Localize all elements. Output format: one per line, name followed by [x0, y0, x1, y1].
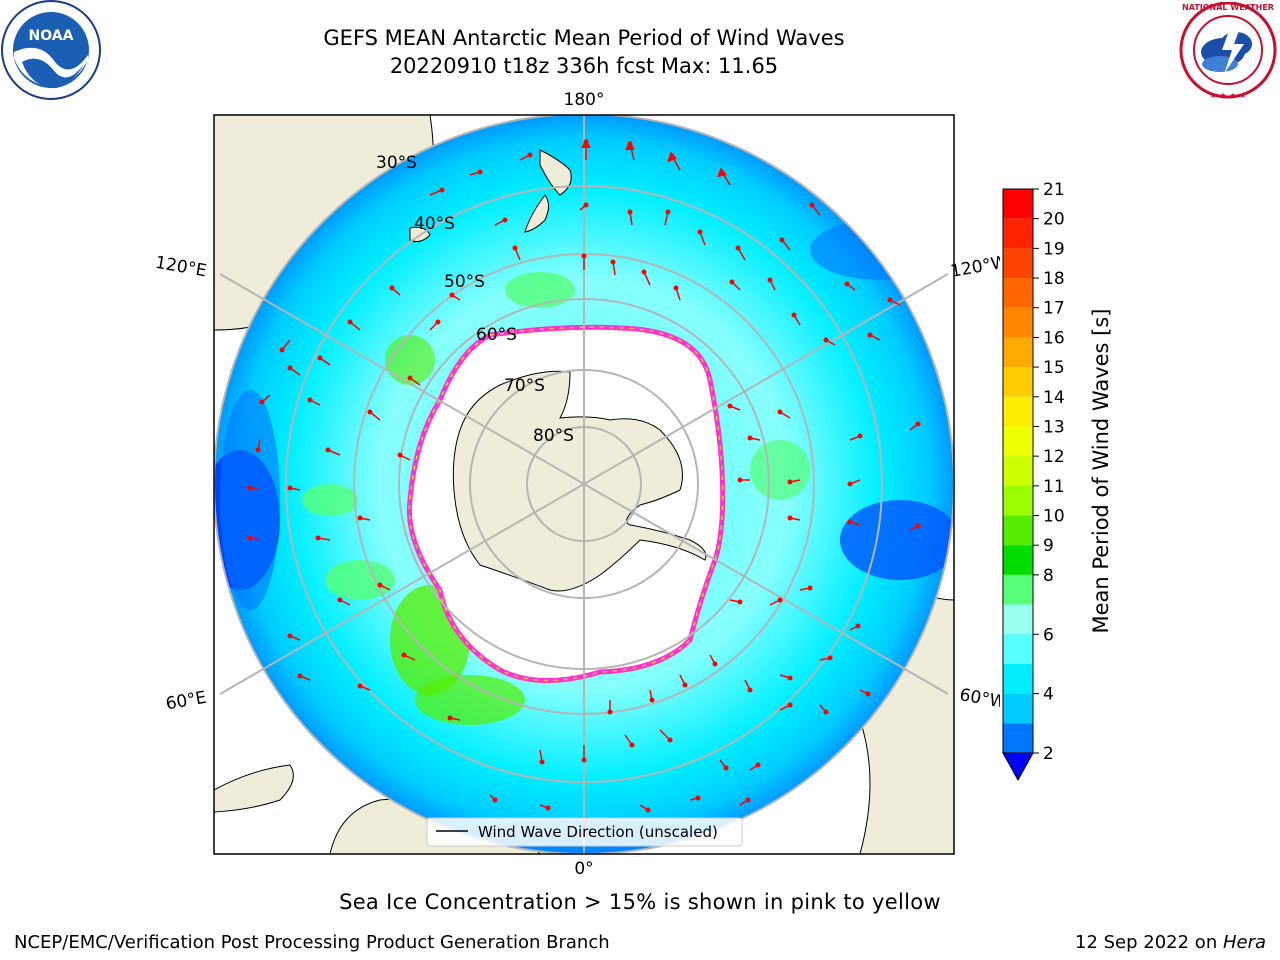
noaa-logo-text: NOAA [29, 28, 74, 44]
lon-label-60e: 60°E [164, 688, 208, 715]
lon-label-120e: 120°E [154, 253, 208, 282]
sea-ice-note: Sea Ice Concentration > 15% is shown in … [339, 890, 941, 914]
colorbar-tick-label: 10 [1043, 507, 1065, 527]
colorbar-cell [1003, 278, 1033, 308]
colorbar-cell [1003, 337, 1033, 368]
lon-label-180: 180° [564, 90, 605, 110]
date-stamp: 12 Sep 2022 on Hera [1075, 932, 1266, 953]
colorbar-tick-label: 9 [1043, 536, 1054, 556]
colorbar-label: Mean Period of Wind Waves [s] [1089, 309, 1113, 634]
colorbar-tick-label: 16 [1043, 328, 1065, 348]
noaa-logo: NOAA [1, 0, 101, 100]
lon-label-0: 0° [574, 859, 593, 879]
colorbar: 21 20 19 18 17 16 15 14 13 12 11 10 9 8 6 4 2 Mean Perio… [1002, 180, 1113, 782]
colorbar-tick-label: 12 [1043, 447, 1065, 467]
colorbar-tick-label: 20 [1043, 210, 1065, 230]
colorbar-tick-label: 14 [1043, 388, 1065, 408]
svg-text:NATIONAL WEATHER: NATIONAL WEATHER [1182, 3, 1274, 12]
colorbar-cell [1003, 426, 1033, 457]
colorbar-tick-label: 4 [1043, 685, 1054, 705]
lat-label-60s: 60°S [476, 325, 517, 345]
colorbar-cell [1003, 604, 1033, 635]
colorbar-tick-label: 8 [1043, 566, 1054, 586]
lat-label-70s: 70°S [504, 376, 545, 396]
lat-label-40s: 40°S [414, 214, 455, 234]
map-title: GEFS MEAN Antarctic Mean Period of Wind … [323, 26, 845, 50]
colorbar-tick-label: 19 [1043, 239, 1065, 259]
colorbar-tick-label: 17 [1043, 299, 1065, 319]
colorbar-cell [1003, 545, 1033, 575]
colorbar-cell [1003, 634, 1033, 664]
colorbar-cell [1003, 367, 1033, 397]
map-legend: Wind Wave Direction (unscaled) [426, 817, 743, 847]
svg-text:★ ★ ★ ★: ★ ★ ★ ★ [1209, 91, 1246, 100]
colorbar-cell [1003, 218, 1033, 249]
lat-label-50s: 50°S [444, 272, 485, 292]
colorbar-cell [1003, 574, 1033, 605]
colorbar-cell [1003, 485, 1033, 516]
legend-label: Wind Wave Direction (unscaled) [478, 823, 718, 841]
polar-map: 30°S 40°S 50°S 60°S 70°S 80°S 180° 0° 12… [154, 90, 1000, 879]
colorbar-cell [1003, 307, 1033, 338]
colorbar-tick-label: 2 [1043, 744, 1054, 764]
host-name: Hera [1222, 932, 1266, 953]
lat-label-30s: 30°S [376, 153, 417, 173]
colorbar-tick-label: 21 [1043, 180, 1065, 200]
nws-logo: NATIONAL WEATHER ★ ★ ★ ★ [1179, 2, 1277, 100]
colorbar-tick-label: 13 [1043, 417, 1065, 437]
colorbar-tick-label: 11 [1043, 477, 1065, 497]
colorbar-cell [1003, 396, 1033, 427]
colorbar-tick-label: 15 [1043, 358, 1065, 378]
colorbar-cell [1003, 723, 1033, 753]
colorbar-cell [1003, 663, 1033, 694]
colorbar-tick-label: 18 [1043, 269, 1065, 289]
colorbar-cell [1003, 456, 1033, 486]
colorbar-cell [1003, 189, 1033, 219]
colorbar-cell [1003, 515, 1033, 546]
colorbar-cell [1003, 248, 1033, 279]
colorbar-tick-label: 6 [1043, 625, 1054, 645]
credit-text: NCEP/EMC/Verification Post Processing Pr… [14, 932, 610, 953]
colorbar-cell [1003, 693, 1033, 724]
date-text: 12 Sep 2022 on [1075, 932, 1223, 953]
map-subtitle: 20220910 t18z 336h fcst Max: 11.65 [389, 54, 779, 78]
lat-label-80s: 80°S [533, 426, 574, 446]
